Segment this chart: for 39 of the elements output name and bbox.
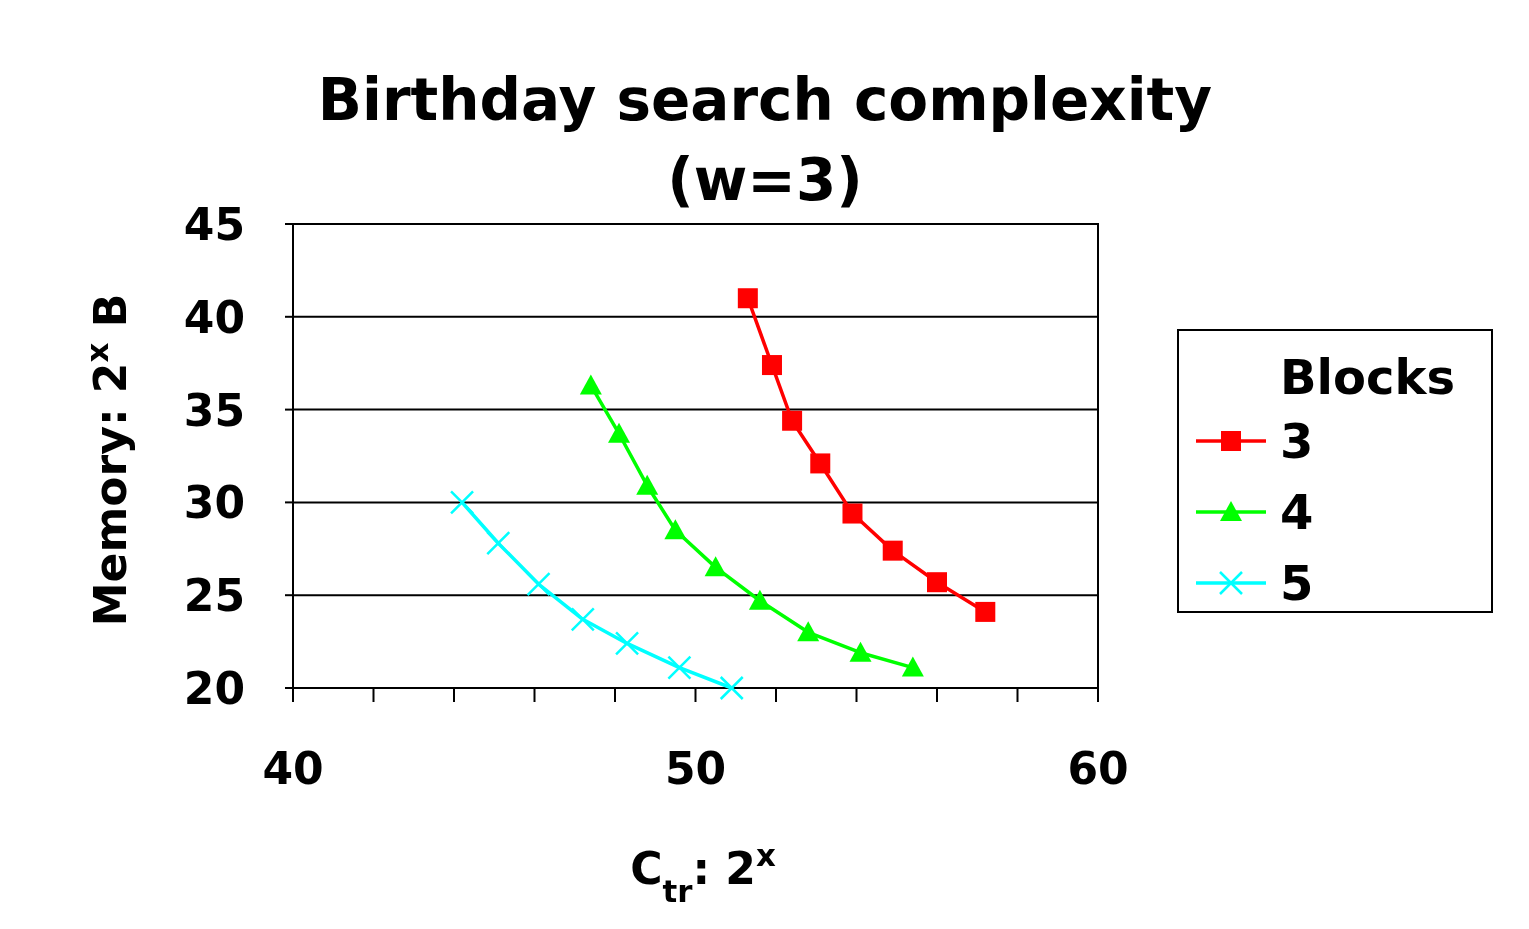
point (614, 631, 640, 656)
point (737, 288, 758, 309)
point (667, 655, 692, 680)
point (719, 675, 744, 701)
legend-label: 4 (1280, 484, 1314, 540)
point (748, 589, 771, 610)
chart-title: Birthday search complexity (w=3) (317, 66, 1213, 214)
point (882, 540, 903, 561)
y-tick-label: 25 (183, 570, 245, 622)
point (761, 355, 782, 376)
y-tick-label: 45 (183, 199, 245, 250)
point (486, 530, 511, 556)
point (570, 607, 596, 632)
x-tick-label: 40 (262, 743, 324, 794)
point (975, 601, 996, 622)
point (704, 556, 727, 577)
legend-label: 3 (1280, 413, 1314, 469)
x-tick-label: 50 (664, 743, 727, 794)
legend-label: 5 (1280, 555, 1314, 611)
point (927, 572, 947, 593)
point (797, 621, 820, 642)
x-axis-title: C$_{tr}$: 2$^{x}$ (630, 837, 776, 909)
point (636, 474, 659, 495)
point (901, 656, 924, 677)
point (842, 503, 863, 524)
y-tick-label: 40 (183, 291, 245, 343)
point (449, 490, 475, 515)
point (849, 641, 872, 662)
x-tick-label: 60 (1067, 743, 1129, 794)
point (782, 410, 803, 431)
y-tick-label: 20 (183, 663, 245, 714)
point (664, 519, 687, 540)
y-tick-label: 30 (183, 477, 245, 529)
point (608, 422, 631, 443)
legend-title: Blocks (1280, 349, 1455, 405)
point (579, 374, 602, 395)
point (810, 453, 831, 474)
point (526, 571, 551, 597)
y-tick-label: 35 (183, 384, 245, 436)
